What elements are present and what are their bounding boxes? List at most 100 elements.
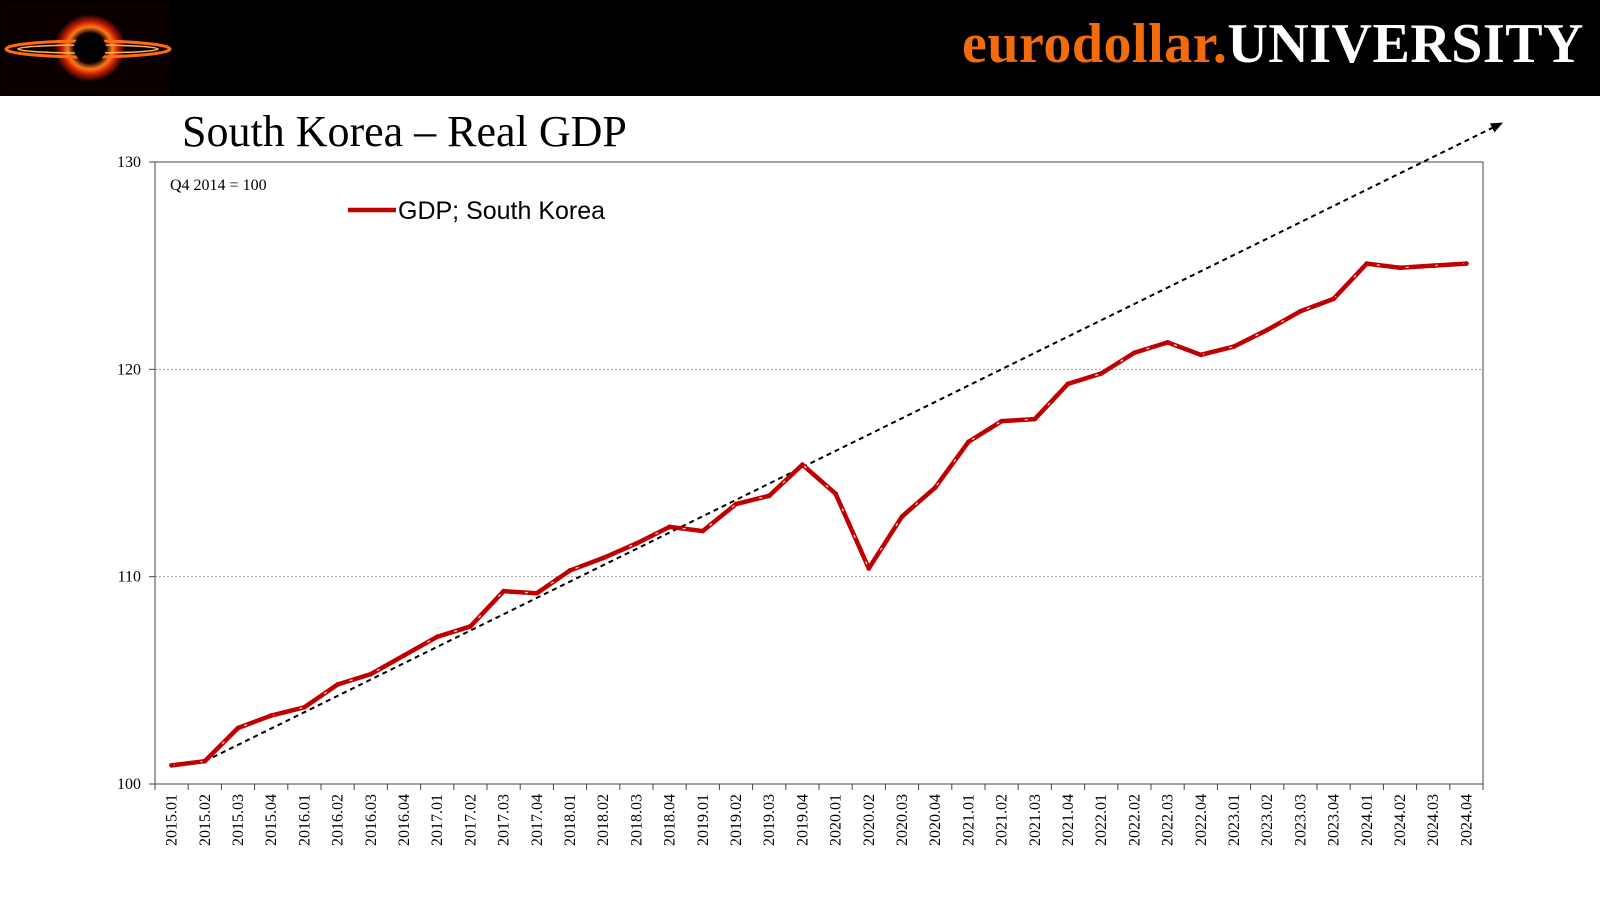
data-point (833, 491, 838, 497)
x-tick-label: 2017.01 (429, 794, 446, 846)
x-tick-label: 2017.02 (462, 794, 479, 846)
x-tick-label: 2016.02 (330, 794, 347, 846)
x-tick-label: 2019.03 (761, 794, 778, 846)
x-tick-label: 2015.02 (197, 794, 214, 846)
x-tick-label: 2023.01 (1226, 794, 1243, 846)
data-point (567, 568, 573, 573)
data-point (1397, 265, 1403, 271)
data-point (866, 565, 872, 571)
x-tick-label: 2019.04 (794, 794, 811, 846)
data-point (667, 524, 672, 530)
x-tick-label: 2024.04 (1458, 794, 1475, 846)
x-tick-label: 2024.01 (1359, 794, 1376, 846)
x-tick-label: 2018.04 (662, 794, 679, 846)
data-point (1331, 296, 1336, 302)
data-point (1032, 416, 1038, 422)
data-point (1065, 381, 1071, 387)
data-point (1364, 261, 1370, 266)
series-dash-overlay (171, 262, 1467, 766)
x-tick-label: 2023.04 (1326, 794, 1343, 846)
data-point (268, 713, 274, 718)
data-point (1464, 261, 1469, 266)
x-tick-label: 2017.04 (529, 794, 546, 846)
x-tick-label: 2018.03 (628, 794, 645, 846)
legend: GDP; South Korea (348, 197, 605, 225)
x-tick-label: 2016.04 (396, 794, 413, 846)
x-tick-label: 2020.01 (828, 794, 845, 846)
x-tick-label: 2018.02 (595, 794, 612, 846)
data-point (401, 653, 407, 658)
header-banner: eurodollar.UNIVERSITY (0, 0, 1600, 96)
y-tick-label: 110 (118, 569, 141, 586)
y-tick-label: 100 (117, 776, 141, 793)
chart-title: South Korea – Real GDP (182, 107, 627, 156)
x-tick-label: 2019.01 (695, 794, 712, 846)
x-axis: 2015.01 2015.02 2015.03 2015.04 2016.01 2016.… (154, 784, 1484, 846)
x-tick-label: 2023.02 (1259, 794, 1276, 846)
data-point (534, 590, 540, 596)
x-tick-label: 2022.01 (1093, 794, 1110, 846)
series-line-gdp (169, 261, 1469, 768)
y-axis: 100 110 120 130 (117, 154, 155, 793)
series-group (169, 261, 1469, 768)
data-point (368, 671, 374, 677)
x-tick-label: 2021.03 (1027, 794, 1044, 846)
plot-area-border (154, 161, 1484, 785)
data-point (468, 624, 473, 629)
x-tick-label: 2024.02 (1392, 794, 1409, 846)
data-point (932, 485, 938, 490)
data-point (700, 528, 706, 534)
data-point (600, 555, 606, 561)
x-tick-label: 2022.04 (1193, 794, 1210, 846)
data-point (1098, 371, 1104, 376)
data-point (1165, 339, 1170, 345)
y-tick-label: 120 (117, 361, 141, 378)
x-tick-label: 2022.02 (1126, 794, 1143, 846)
brand-part-eurodollar: eurodollar. (962, 13, 1228, 75)
x-tick-label: 2020.03 (894, 794, 911, 846)
x-tick-label: 2016.03 (363, 794, 380, 846)
trend-line-group (204, 121, 1504, 763)
x-tick-label: 2022.03 (1160, 794, 1177, 846)
data-point (1298, 308, 1303, 314)
data-point (634, 541, 639, 546)
x-tick-label: 2020.04 (927, 794, 944, 846)
data-point (1264, 327, 1270, 333)
x-tick-label: 2016.01 (296, 794, 313, 846)
x-tick-label: 2021.04 (1060, 794, 1077, 846)
data-point (1231, 344, 1237, 349)
x-tick-label: 2024.03 (1425, 794, 1442, 846)
data-point (966, 439, 971, 445)
brand-wordmark: eurodollar.UNIVERSITY (962, 8, 1584, 80)
data-point (169, 762, 175, 768)
data-point (800, 462, 805, 468)
data-point (434, 634, 440, 640)
data-point (899, 514, 905, 519)
logo-icon (2, 2, 172, 94)
x-tick-label: 2019.02 (728, 794, 745, 846)
legend-label-gdp: GDP; South Korea (398, 197, 605, 225)
x-tick-label: 2021.02 (994, 794, 1011, 846)
data-point (235, 725, 241, 731)
x-tick-label: 2020.02 (861, 794, 878, 846)
data-point (1132, 350, 1137, 356)
brand-part-university: UNIVERSITY (1227, 13, 1584, 75)
data-point (1430, 263, 1436, 269)
data-point (1198, 352, 1204, 358)
trend-line (204, 121, 1504, 763)
data-point (335, 682, 340, 687)
gridlines (155, 368, 1483, 578)
x-tick-label: 2021.01 (960, 794, 977, 846)
data-point (999, 418, 1004, 424)
x-tick-label: 2017.03 (496, 794, 513, 846)
trend-arrowhead (1490, 122, 1503, 133)
data-point (501, 588, 506, 594)
x-tick-label: 2015.01 (164, 794, 181, 846)
x-tick-label: 2015.04 (263, 794, 280, 846)
y-tick-label: 130 (117, 154, 141, 171)
x-tick-label: 2023.03 (1292, 794, 1309, 846)
data-point (733, 501, 739, 507)
index-base-note: Q4 2014 = 100 (170, 177, 267, 194)
x-tick-label: 2018.01 (562, 794, 579, 846)
